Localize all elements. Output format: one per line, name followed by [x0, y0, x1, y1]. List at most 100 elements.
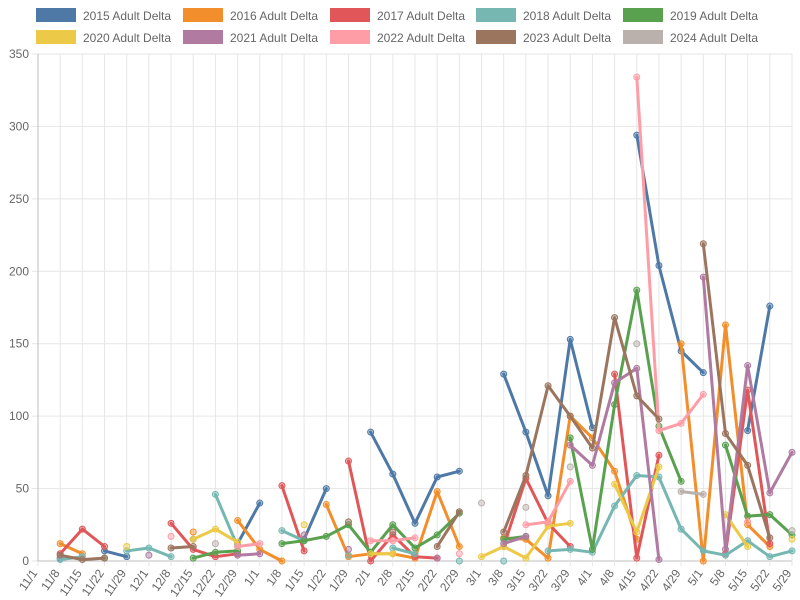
data-point[interactable]	[699, 273, 707, 281]
data-point[interactable]	[455, 543, 463, 551]
data-point[interactable]	[455, 508, 463, 516]
data-point[interactable]	[123, 543, 131, 551]
data-point[interactable]	[633, 472, 641, 480]
data-point[interactable]	[522, 554, 530, 562]
data-point[interactable]	[278, 527, 286, 535]
data-point[interactable]	[633, 286, 641, 294]
data-point[interactable]	[344, 545, 352, 553]
data-point[interactable]	[744, 543, 752, 551]
data-point[interactable]	[256, 540, 264, 548]
data-point[interactable]	[566, 434, 574, 442]
data-point[interactable]	[433, 554, 441, 562]
data-point[interactable]	[766, 511, 774, 519]
data-point[interactable]	[655, 556, 663, 564]
data-point[interactable]	[211, 540, 219, 548]
data-point[interactable]	[788, 547, 796, 555]
data-point[interactable]	[655, 463, 663, 471]
data-point[interactable]	[167, 532, 175, 540]
data-point[interactable]	[766, 540, 774, 548]
data-point[interactable]	[588, 461, 596, 469]
data-point[interactable]	[56, 551, 64, 559]
data-point[interactable]	[478, 553, 486, 561]
data-point[interactable]	[167, 519, 175, 527]
data-point[interactable]	[744, 512, 752, 520]
data-point[interactable]	[300, 531, 308, 539]
data-point[interactable]	[566, 335, 574, 343]
data-point[interactable]	[211, 490, 219, 498]
data-point[interactable]	[367, 537, 375, 545]
data-point[interactable]	[500, 528, 508, 536]
data-point[interactable]	[611, 370, 619, 378]
data-point[interactable]	[633, 528, 641, 536]
data-point[interactable]	[256, 499, 264, 507]
data-point[interactable]	[611, 467, 619, 475]
data-point[interactable]	[721, 321, 729, 329]
data-point[interactable]	[367, 557, 375, 565]
data-point[interactable]	[633, 364, 641, 372]
data-point[interactable]	[433, 473, 441, 481]
data-point[interactable]	[611, 379, 619, 387]
data-point[interactable]	[744, 361, 752, 369]
data-point[interactable]	[655, 473, 663, 481]
data-point[interactable]	[278, 540, 286, 548]
data-point[interactable]	[699, 240, 707, 248]
legend-item-2019-adult-delta[interactable]: 2019 Adult Delta	[623, 8, 758, 23]
data-point[interactable]	[566, 477, 574, 485]
data-point[interactable]	[145, 544, 153, 552]
data-point[interactable]	[322, 501, 330, 509]
data-point[interactable]	[433, 543, 441, 551]
data-point[interactable]	[566, 441, 574, 449]
data-point[interactable]	[566, 412, 574, 420]
data-point[interactable]	[367, 428, 375, 436]
data-point[interactable]	[788, 527, 796, 535]
data-point[interactable]	[766, 553, 774, 561]
data-point[interactable]	[566, 519, 574, 527]
data-point[interactable]	[544, 554, 552, 562]
data-point[interactable]	[633, 392, 641, 400]
data-point[interactable]	[389, 544, 397, 552]
data-point[interactable]	[367, 550, 375, 558]
data-point[interactable]	[744, 461, 752, 469]
data-point[interactable]	[278, 557, 286, 565]
data-point[interactable]	[544, 492, 552, 500]
data-point[interactable]	[566, 545, 574, 553]
data-point[interactable]	[433, 531, 441, 539]
data-point[interactable]	[455, 557, 463, 565]
data-point[interactable]	[389, 528, 397, 536]
data-point[interactable]	[411, 534, 419, 542]
legend-item-2023-adult-delta[interactable]: 2023 Adult Delta	[476, 30, 611, 45]
data-point[interactable]	[788, 535, 796, 543]
data-point[interactable]	[633, 131, 641, 139]
data-point[interactable]	[721, 441, 729, 449]
data-point[interactable]	[234, 516, 242, 524]
data-point[interactable]	[478, 499, 486, 507]
data-point[interactable]	[389, 470, 397, 478]
data-point[interactable]	[167, 544, 175, 552]
data-point[interactable]	[189, 528, 197, 536]
data-point[interactable]	[744, 427, 752, 435]
data-point[interactable]	[455, 467, 463, 475]
data-point[interactable]	[411, 519, 419, 527]
data-point[interactable]	[721, 551, 729, 559]
legend-item-2024-adult-delta[interactable]: 2024 Adult Delta	[623, 30, 758, 45]
data-point[interactable]	[344, 551, 352, 559]
data-point[interactable]	[655, 415, 663, 423]
data-point[interactable]	[611, 502, 619, 510]
data-point[interactable]	[677, 340, 685, 348]
data-point[interactable]	[633, 340, 641, 348]
data-point[interactable]	[699, 369, 707, 377]
data-point[interactable]	[655, 427, 663, 435]
data-point[interactable]	[344, 457, 352, 465]
data-point[interactable]	[411, 544, 419, 552]
data-point[interactable]	[411, 550, 419, 558]
data-point[interactable]	[211, 548, 219, 556]
data-point[interactable]	[522, 521, 530, 529]
data-point[interactable]	[300, 521, 308, 529]
data-point[interactable]	[500, 540, 508, 548]
data-point[interactable]	[522, 503, 530, 511]
data-point[interactable]	[189, 554, 197, 562]
data-point[interactable]	[522, 532, 530, 540]
data-point[interactable]	[788, 448, 796, 456]
data-point[interactable]	[344, 518, 352, 526]
data-point[interactable]	[677, 419, 685, 427]
